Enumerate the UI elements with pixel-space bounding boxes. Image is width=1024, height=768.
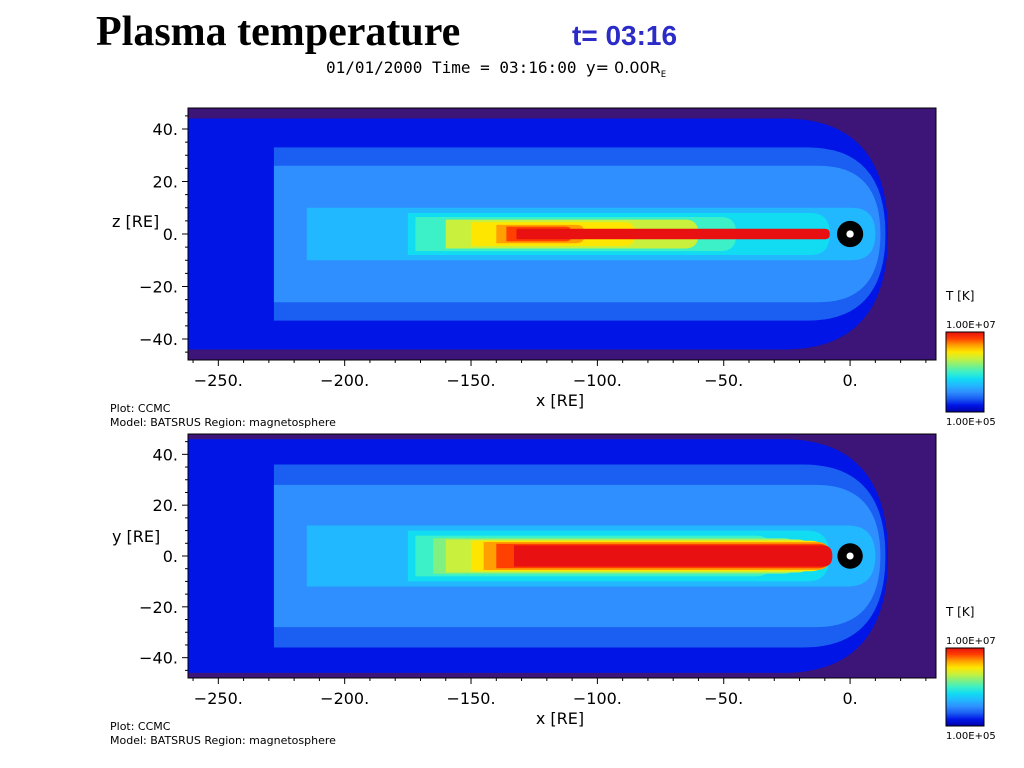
colorbar-min-label: 1.00E+05 <box>946 417 996 428</box>
colorbar-min-label: 1.00E+05 <box>946 731 996 742</box>
x-tick-label: −100. <box>573 371 622 390</box>
x-axis-label: x [RE] <box>536 391 584 410</box>
y-tick-label: 40. <box>153 120 178 139</box>
x-tick-label: −200. <box>320 371 369 390</box>
x-tick-label: −150. <box>447 689 496 708</box>
slice-subscript: E <box>660 70 667 80</box>
footer-plot-label: Plot: CCMC <box>110 720 171 733</box>
date-time-label: 01/01/2000 Time = 03:16:00 <box>326 58 577 77</box>
x-tick-label: 0. <box>842 371 857 390</box>
y-tick-label: 0. <box>163 225 178 244</box>
footer-model-label: Model: BATSRUS Region: magnetosphere <box>110 734 336 747</box>
y-axis-label: z [RE] <box>112 212 159 231</box>
colorbar-title: T [K] <box>945 289 974 303</box>
y-tick-label: 20. <box>153 173 178 192</box>
x-tick-label: −150. <box>447 371 496 390</box>
heatmap-panel-2: 40. 20. 0. −20. −40. −250. −200. −150. −100. −50.… <box>110 433 996 747</box>
earth-core <box>846 230 854 238</box>
footer-plot-label: Plot: CCMC <box>110 402 171 415</box>
footer-model-label: Model: BATSRUS Region: magnetosphere <box>110 416 336 429</box>
slide-title: Plasma temperature <box>96 9 461 55</box>
time-badge: t= 03:16 <box>572 20 678 51</box>
temperature-field <box>188 434 936 678</box>
colorbar <box>945 331 985 413</box>
colorbar-max-label: 1.00E+07 <box>946 636 996 647</box>
x-axis-label: x [RE] <box>536 709 584 728</box>
y-tick-label: −40. <box>139 649 178 668</box>
y-tick-label: −20. <box>139 278 178 297</box>
x-tick-label: −50. <box>704 689 743 708</box>
colorbar <box>945 647 985 727</box>
plot-header: 01/01/2000 Time = 03:16:00 y= 0.00RE <box>326 58 666 80</box>
x-tick-label: −200. <box>320 689 369 708</box>
x-tick-label: 0. <box>842 689 857 708</box>
x-tick-label: −250. <box>194 689 243 708</box>
x-tick-label: −250. <box>194 371 243 390</box>
colorbar-title: T [K] <box>945 605 974 619</box>
y-axis-label: y [RE] <box>112 527 160 546</box>
y-tick-label: −20. <box>139 598 178 617</box>
temperature-field <box>188 108 936 360</box>
y-tick-label: 20. <box>153 496 178 515</box>
colorbar-max-label: 1.00E+07 <box>946 320 996 331</box>
x-tick-label: −100. <box>573 689 622 708</box>
y-tick-label: −40. <box>139 330 178 349</box>
temperature-contour-level-12 <box>513 545 833 567</box>
slice-label: y= 0.00R <box>586 58 661 77</box>
y-tick-label: 40. <box>153 445 178 464</box>
temperature-contour-level-12 <box>516 228 830 240</box>
earth-core <box>846 552 854 560</box>
x-tick-label: −50. <box>704 371 743 390</box>
heatmap-panel-1: 40. 20. 0. −20. −40. −250. −200. −150. −100. −50.… <box>110 107 996 429</box>
y-tick-label: 0. <box>163 547 178 566</box>
